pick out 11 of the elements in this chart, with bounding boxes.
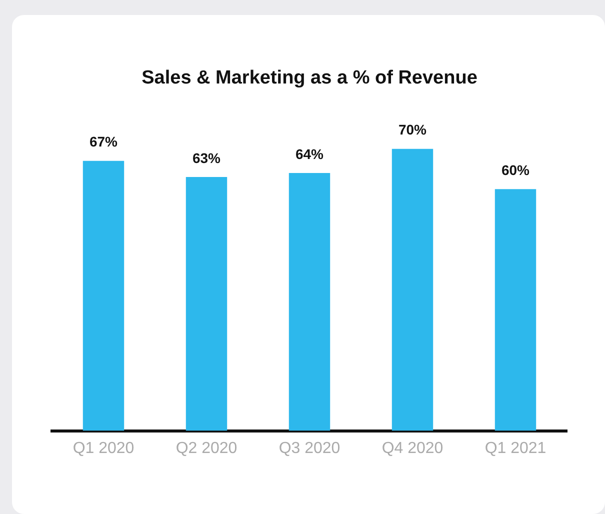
- data-label: 60%: [501, 162, 530, 178]
- chart-title: Sales & Marketing as a % of Revenue: [142, 68, 478, 89]
- x-tick-label: Q1 2020: [72, 440, 134, 457]
- data-label: 67%: [89, 134, 118, 150]
- data-label: 63%: [192, 150, 222, 166]
- data-label: 64%: [295, 146, 324, 162]
- x-tick-label: Q4 2020: [382, 440, 444, 457]
- x-tick-label: Q2 2020: [176, 440, 238, 457]
- x-tick-label: Q1 2021: [484, 440, 546, 457]
- x-tick-label: Q3 2020: [278, 440, 340, 457]
- data-label: 70%: [398, 122, 428, 138]
